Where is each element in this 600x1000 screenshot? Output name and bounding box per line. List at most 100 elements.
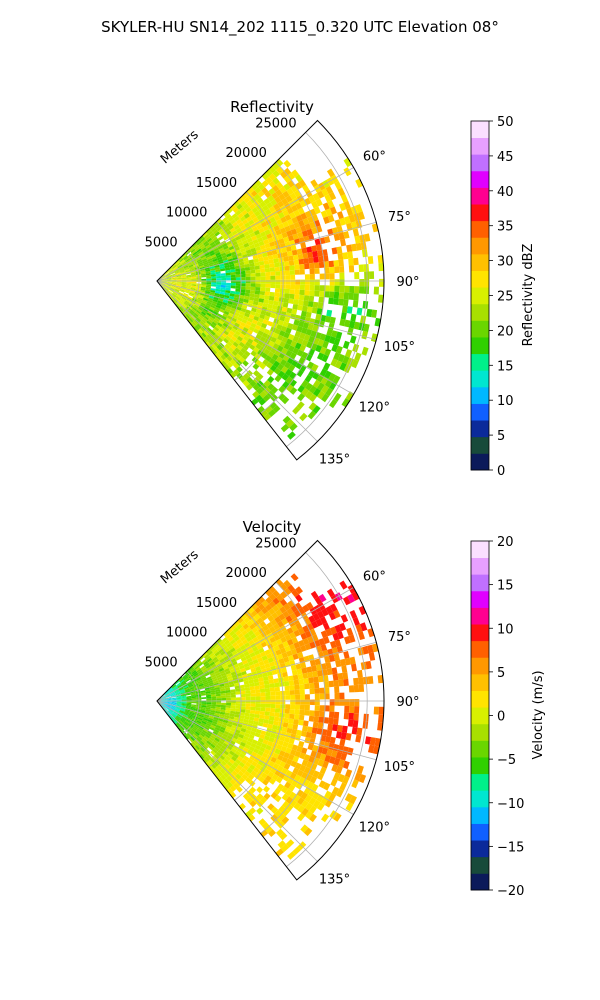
- velocity-field-cell: [239, 684, 245, 689]
- reflectivity-field-cell: [192, 251, 198, 256]
- velocity-field-cell: [215, 693, 221, 697]
- reflectivity-field-cell: [219, 317, 226, 323]
- reflectivity-field-cell: [244, 263, 250, 268]
- reflectivity-field-cell: [184, 257, 190, 262]
- velocity-field-cell: [311, 783, 319, 792]
- reflectivity-field-cell: [243, 260, 250, 265]
- reflectivity-field-cell: [190, 272, 196, 275]
- velocity-field-cell: [205, 724, 211, 729]
- velocity-field-cell: [179, 720, 184, 725]
- reflectivity-field-cell: [211, 256, 217, 260]
- reflectivity-field-cell: [293, 319, 300, 326]
- velocity-field-cell: [323, 636, 330, 644]
- reflectivity-field-cell: [232, 314, 239, 320]
- reflectivity-field-cell: [161, 283, 166, 286]
- velocity-field-cell: [214, 669, 220, 675]
- velocity-field-cell: [184, 721, 189, 726]
- reflectivity-field-cell: [210, 243, 217, 249]
- reflectivity-field-cell: [287, 250, 293, 257]
- reflectivity-field-cell: [259, 201, 267, 208]
- velocity-field-cell: [207, 678, 213, 682]
- velocity-colorbar-tick-label: 15: [497, 579, 514, 594]
- reflectivity-field-cell: [183, 292, 189, 296]
- velocity-field-cell: [230, 694, 236, 698]
- reflectivity-field-cell: [249, 266, 255, 271]
- velocity-field-cell: [230, 691, 236, 696]
- reflectivity-field-cell: [200, 286, 206, 290]
- reflectivity-field-cell: [329, 266, 335, 274]
- reflectivity-field-cell: [301, 379, 309, 388]
- reflectivity-field-cell: [247, 186, 255, 194]
- reflectivity-field-cell: [274, 288, 281, 293]
- velocity-field-cell: [239, 730, 246, 736]
- reflectivity-range-ring: [286, 132, 368, 447]
- velocity-field-cell: [233, 679, 239, 684]
- velocity-field-cell: [244, 642, 251, 648]
- reflectivity-field-cell: [210, 254, 217, 259]
- velocity-field-cell: [349, 795, 357, 805]
- reflectivity-field-cell: [255, 276, 261, 281]
- velocity-field-cell: [262, 739, 269, 745]
- reflectivity-colorbar-label: Reflectivity dBZ: [521, 244, 536, 347]
- velocity-field-cell: [275, 649, 282, 656]
- reflectivity-field-cell: [224, 320, 230, 326]
- reflectivity-field-cell: [230, 238, 237, 244]
- reflectivity-azimuth-gridline: [156, 280, 354, 395]
- reflectivity-field-cell: [338, 259, 344, 267]
- reflectivity-field-cell: [234, 330, 241, 336]
- velocity-field-cell: [166, 701, 172, 703]
- reflectivity-field-cell: [297, 231, 304, 239]
- velocity-field-cell: [177, 684, 182, 688]
- velocity-field-cell: [238, 717, 244, 722]
- velocity-field-cell: [226, 702, 231, 706]
- velocity-field-cell: [221, 662, 228, 668]
- reflectivity-field-cell: [175, 287, 181, 291]
- velocity-field-cell: [347, 719, 354, 727]
- reflectivity-field-cell: [220, 252, 227, 257]
- reflectivity-field-cell: [226, 240, 232, 246]
- reflectivity-field-cell: [312, 192, 320, 201]
- velocity-field-cell: [224, 684, 230, 689]
- velocity-field-cell: [288, 784, 296, 792]
- reflectivity-field-cell: [220, 287, 226, 291]
- reflectivity-colorbar-segment: [471, 453, 489, 471]
- velocity-field-cell: [207, 719, 213, 723]
- velocity-field-cell: [260, 707, 266, 712]
- reflectivity-field-cell: [183, 265, 189, 269]
- reflectivity-field-cell: [358, 322, 365, 331]
- reflectivity-field-cell: [226, 282, 231, 286]
- velocity-field-cell: [240, 656, 247, 662]
- reflectivity-field-cell: [348, 292, 354, 300]
- reflectivity-field-cell: [333, 337, 341, 346]
- velocity-field-cell: [217, 720, 223, 725]
- velocity-field-cell: [302, 779, 310, 787]
- velocity-field-cell: [213, 746, 220, 752]
- velocity-field-cell: [180, 708, 186, 711]
- velocity-field-cell: [275, 848, 284, 857]
- reflectivity-field-cell: [274, 266, 280, 272]
- reflectivity-field-cell: [230, 290, 236, 295]
- reflectivity-field-cell: [275, 279, 281, 285]
- reflectivity-field-cell: [361, 249, 368, 258]
- velocity-field-cell: [285, 769, 293, 777]
- reflectivity-field-cell: [237, 197, 244, 204]
- reflectivity-colorbar-segment: [471, 337, 489, 355]
- velocity-field-cell: [214, 712, 220, 717]
- velocity-field-cell: [220, 693, 226, 696]
- velocity-field-cell: [329, 603, 338, 612]
- reflectivity-field-cell: [200, 271, 206, 275]
- reflectivity-field-cell: [339, 279, 345, 286]
- reflectivity-field-cell: [204, 267, 210, 271]
- reflectivity-field-cell: [172, 292, 177, 297]
- velocity-field-cell: [333, 711, 340, 719]
- velocity-field-cell: [172, 686, 178, 690]
- reflectivity-field-cell: [201, 285, 207, 288]
- reflectivity-field-cell: [353, 293, 359, 301]
- velocity-field-cell: [337, 773, 345, 783]
- velocity-field-cell: [320, 644, 328, 652]
- velocity-field-cell: [171, 701, 177, 703]
- velocity-field-cell: [285, 788, 293, 797]
- velocity-field-cell: [272, 604, 280, 613]
- velocity-field-cell: [236, 764, 243, 771]
- velocity-field-cell: [248, 639, 255, 646]
